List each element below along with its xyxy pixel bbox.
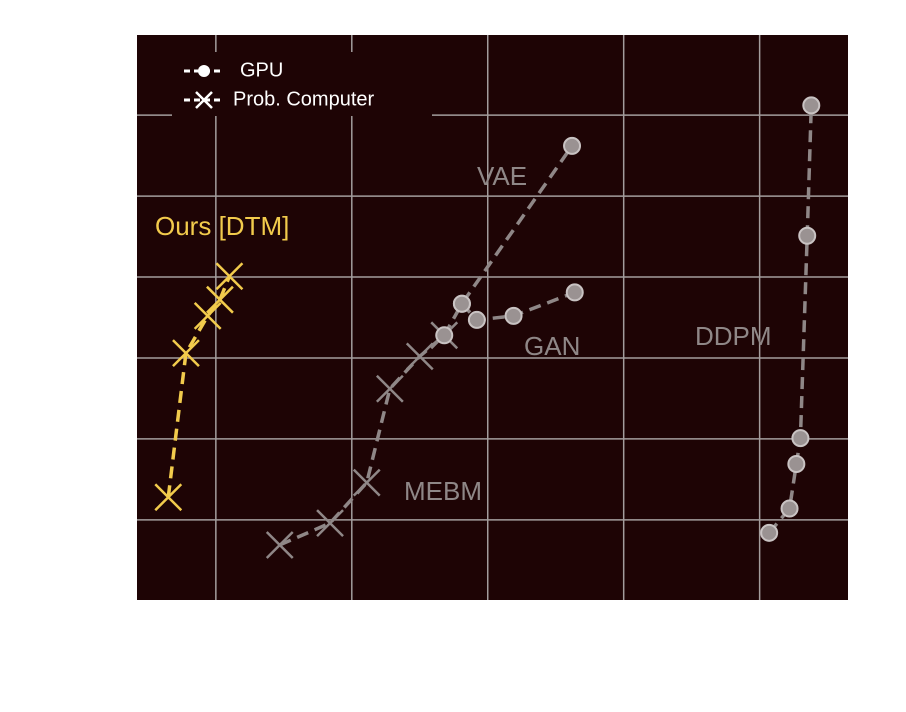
point: [565, 283, 584, 302]
legend-label: GPU: [240, 59, 283, 81]
x-tick-label: 0: [210, 618, 221, 640]
point: [375, 374, 404, 403]
point: [154, 483, 183, 512]
y-tick-label: 3: [114, 265, 125, 287]
series-line: [166, 275, 232, 498]
y-tick-label: 1: [114, 427, 125, 449]
y-tick-label: 2: [114, 346, 125, 368]
series-label: VAE: [477, 161, 527, 191]
y-tick-label: 5: [114, 103, 125, 125]
plot-area: [137, 35, 848, 600]
series-label: DDPM: [695, 321, 772, 351]
point: [265, 531, 294, 559]
point: [435, 326, 454, 345]
x-tick-label: 3: [618, 618, 629, 640]
point: [760, 523, 779, 542]
point: [787, 455, 806, 474]
x-tick-label: 4: [754, 618, 765, 640]
point: [798, 226, 817, 245]
point: [504, 306, 523, 325]
point: [780, 499, 799, 518]
point: [452, 294, 471, 313]
point: [405, 342, 434, 371]
series-line: [460, 290, 576, 322]
point: [791, 429, 810, 448]
y-tick-label: 0: [114, 508, 125, 530]
point: [172, 339, 200, 367]
series-label: Ours [DTM]: [155, 211, 289, 241]
legend-marker: [198, 65, 210, 77]
legend-marker: [195, 91, 213, 109]
point: [563, 136, 582, 155]
legend-box: [172, 52, 432, 116]
point: [802, 96, 821, 115]
legend-label: Prob. Computer: [233, 88, 375, 110]
y-tick-label: 4: [114, 184, 125, 206]
x-tick-label: 2: [482, 618, 493, 640]
point: [215, 262, 244, 291]
point: [352, 468, 381, 497]
point: [467, 310, 486, 329]
point: [193, 301, 222, 330]
point: [206, 285, 234, 314]
x-tick-label: 1: [346, 618, 357, 640]
point: [316, 509, 344, 537]
series-label: MEBM: [404, 476, 482, 506]
series-label: GAN: [524, 331, 580, 361]
